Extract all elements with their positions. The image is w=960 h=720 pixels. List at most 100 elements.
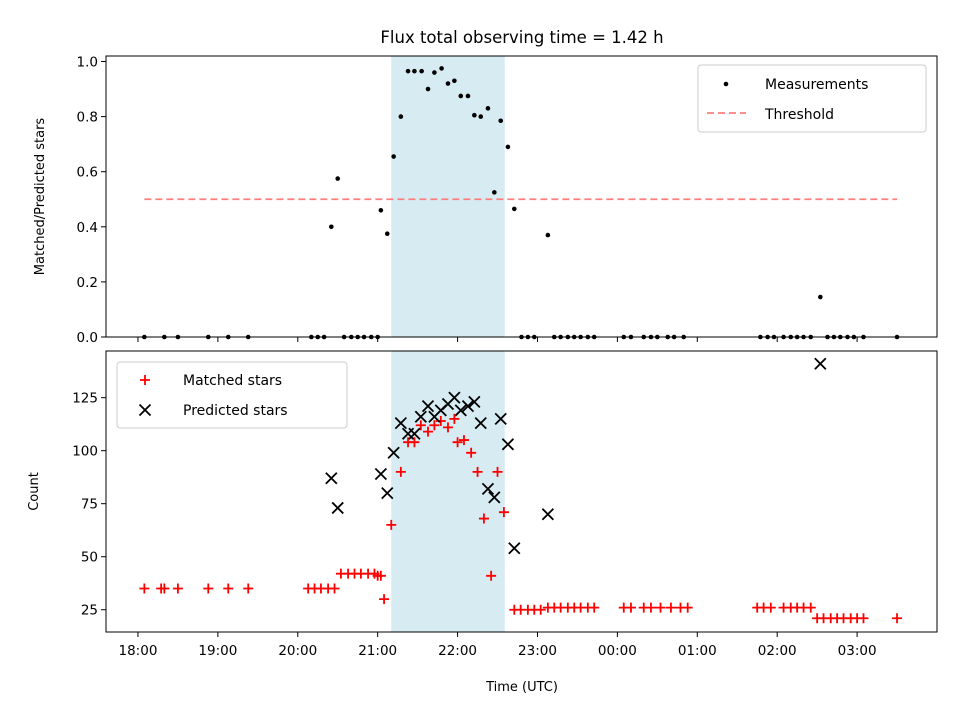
predicted-star-point [461, 400, 475, 413]
matched-star-point [442, 422, 453, 433]
matched-star-point [535, 604, 546, 615]
predicted-star-point [468, 395, 481, 409]
x-axis-label: Time (UTC) [485, 680, 558, 695]
measurement-point [492, 190, 497, 195]
matched-star-point [386, 519, 397, 530]
y-tick-label: 75 [81, 497, 98, 513]
observing-span-top [391, 56, 505, 337]
predicted-star-point [394, 416, 407, 430]
y-tick-label: 0.2 [77, 275, 98, 291]
measurement-point [384, 231, 390, 236]
matched-star-point [486, 570, 497, 581]
legend-threshold-label: Threshold [764, 107, 834, 123]
matched-star-point [449, 413, 460, 424]
predicted-star-point [481, 482, 495, 495]
y-tick-label: 100 [72, 444, 98, 460]
top-axes-frame [105, 55, 938, 338]
legend-matched-plus [140, 375, 150, 385]
x-tick-label: 18:00 [119, 643, 158, 659]
matched-star-point [429, 420, 440, 431]
measurement-point [465, 93, 471, 99]
matched-star-point [139, 583, 150, 594]
measurement-point [432, 70, 437, 75]
legend-predicted-label: Predicted stars [183, 403, 288, 419]
legend-matched-label: Matched stars [183, 373, 282, 389]
measurement-point [485, 106, 491, 111]
matched-star-point [765, 602, 776, 613]
top-legend-box [697, 64, 927, 133]
matched-star-point [478, 513, 489, 524]
measurement-point [545, 232, 551, 238]
predicted-star-point [331, 501, 344, 515]
matched-star-point [589, 602, 600, 613]
top-y-axis-label: Matched/Predicted stars [33, 118, 48, 276]
measurement-point [458, 93, 464, 99]
matched-star-point [466, 447, 477, 458]
measurement-point [498, 118, 504, 124]
measurement-point [478, 114, 484, 119]
measurement-point [505, 144, 511, 150]
matched-star-point [625, 602, 636, 613]
matched-star-point [645, 602, 656, 613]
y-tick-label: 0.4 [77, 220, 98, 236]
x-tick-label: 03:00 [838, 643, 877, 659]
matched-star-point [379, 594, 390, 605]
observing-span-bottom [391, 351, 505, 632]
measurement-point [398, 114, 404, 119]
predicted-star-point [387, 446, 400, 459]
matched-star-point [159, 583, 170, 594]
predicted-star-point [408, 427, 421, 440]
bottom-y-ticks: 25 50 75 100 125 [72, 391, 106, 619]
legend-measurement-marker [723, 81, 729, 87]
matched-star-point [892, 613, 903, 624]
y-tick-label: 0.6 [77, 165, 98, 181]
matched-star-point [203, 583, 214, 594]
matched-star-point [858, 613, 869, 624]
measurement-point [452, 78, 457, 84]
measurement-point [472, 112, 477, 118]
matched-star-point [223, 583, 234, 594]
measurement-point [425, 86, 431, 92]
bottom-legend-box [116, 361, 348, 429]
bottom-x-ticks: 18:00 19:00 20:00 21:00 22:00 23:00 00:00 01:00… [119, 632, 877, 659]
legend-matched-marker [140, 375, 150, 385]
matched-star-point [395, 466, 406, 477]
x-tick-label: 00:00 [598, 643, 637, 659]
predicted-star-point [488, 491, 501, 504]
measurement-point [405, 68, 411, 74]
matched-star-point [472, 466, 483, 477]
legend-predicted-cross [138, 403, 152, 417]
top-x-ticks [137, 337, 858, 342]
measurement-point [391, 154, 396, 159]
bottom-legend: Matched stars Predicted stars [116, 361, 348, 429]
top-legend: Measurements Threshold [697, 64, 927, 133]
predicted-star-point [421, 400, 435, 413]
measurement-point [439, 66, 444, 71]
y-tick-label: 0.0 [77, 330, 98, 346]
predicted-stars-points [325, 357, 827, 555]
measurement-point [512, 206, 517, 212]
y-tick-label: 50 [81, 550, 98, 566]
predicted-star-point [814, 357, 827, 370]
x-tick-label: 22:00 [438, 643, 477, 659]
predicted-star-point [508, 542, 521, 555]
matched-star-point [665, 602, 676, 613]
matched-star-point [452, 437, 463, 448]
matched-star-point [682, 602, 693, 613]
predicted-star-point [381, 486, 394, 500]
predicted-star-point [474, 416, 487, 430]
x-tick-label: 19:00 [198, 643, 237, 659]
legend-measurements-label: Measurements [765, 77, 868, 93]
matched-star-point [492, 466, 503, 477]
y-tick-label: 0.8 [77, 110, 98, 126]
predicted-star-point [414, 410, 427, 423]
top-y-ticks: 0.0 0.2 0.4 0.6 0.8 1.0 [77, 55, 106, 346]
matched-stars-points [139, 413, 903, 624]
measurement-point [335, 176, 341, 181]
measurement-point [818, 294, 823, 300]
bottom-y-axis-label: Count [27, 472, 42, 511]
predicted-star-point [541, 508, 555, 521]
matched-star-point [375, 570, 386, 581]
matched-star-point [243, 583, 254, 594]
